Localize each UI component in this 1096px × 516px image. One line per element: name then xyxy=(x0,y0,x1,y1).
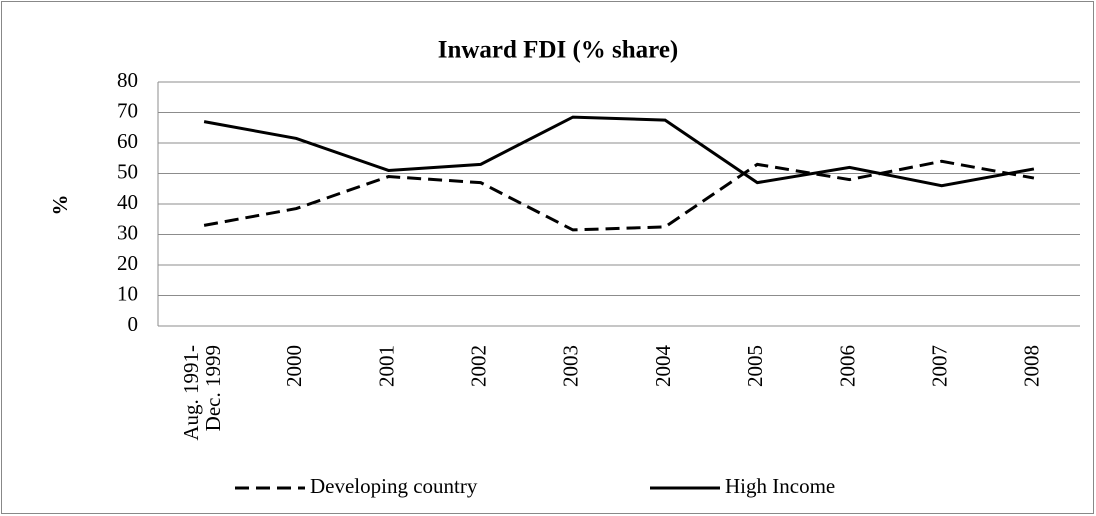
y-tick-label: 30 xyxy=(117,220,138,244)
series-line xyxy=(203,159,1035,232)
x-tick-label: 2006 xyxy=(835,345,859,387)
x-tick-label: 2005 xyxy=(743,345,767,387)
chart-title: Inward FDI (% share) xyxy=(438,37,679,64)
x-tick-label: 2004 xyxy=(651,345,675,388)
x-tick-label: 2001 xyxy=(374,345,398,387)
y-tick-label: 0 xyxy=(128,312,139,336)
series-line xyxy=(203,115,1035,188)
x-tick-label: Aug. 1991-Dec. 1999 xyxy=(179,345,225,441)
legend-label: Developing country xyxy=(310,474,478,498)
y-tick-label: 60 xyxy=(117,129,138,153)
y-tick-label: 70 xyxy=(117,98,138,122)
legend-label: High Income xyxy=(725,474,835,498)
y-tick-label: 10 xyxy=(117,281,138,305)
x-tick-label: 2002 xyxy=(467,345,491,387)
x-tick-label: 2008 xyxy=(1020,345,1044,387)
x-tick-label: 2007 xyxy=(928,345,952,387)
y-axis-label: % xyxy=(48,195,72,216)
y-tick-label: 40 xyxy=(117,190,138,214)
x-tick-label: 2003 xyxy=(559,345,583,387)
y-tick-label: 50 xyxy=(117,159,138,183)
x-tick-label: 2000 xyxy=(282,345,306,387)
y-tick-label: 20 xyxy=(117,251,138,275)
y-tick-label: 80 xyxy=(117,68,138,92)
